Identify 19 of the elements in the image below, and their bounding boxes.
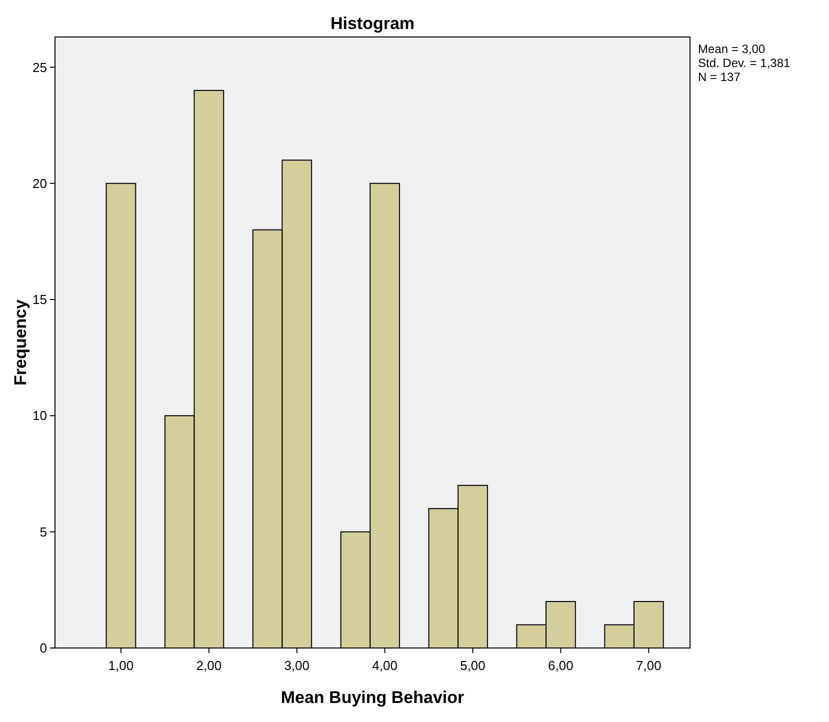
text: Mean = 3,00: [698, 42, 766, 56]
y-tick-label: 20: [32, 176, 47, 191]
y-tick-label: 5: [40, 524, 47, 540]
x-tick-label: 2,00: [196, 658, 222, 673]
y-tick-label: 25: [32, 60, 47, 75]
y-tick-label: 15: [32, 292, 47, 308]
y-axis-title: Frequency: [11, 298, 30, 386]
x-tick-label: 7,00: [636, 658, 662, 673]
text: Std. Dev. = 1,381: [698, 56, 790, 70]
y-tick-label: 0: [40, 640, 47, 656]
x-tick-label: 5,00: [460, 658, 486, 673]
text: N = 137: [698, 70, 741, 84]
x-tick-label: 6,00: [548, 658, 574, 673]
y-tick-label: 10: [32, 408, 47, 424]
chart-title: Histogram: [330, 14, 415, 33]
x-tick-label: 1,00: [108, 658, 134, 673]
x-tick-label: 3,00: [284, 658, 310, 673]
x-tick-label: 4,00: [372, 658, 398, 673]
x-axis-title: Mean Buying Behavior: [280, 688, 465, 707]
